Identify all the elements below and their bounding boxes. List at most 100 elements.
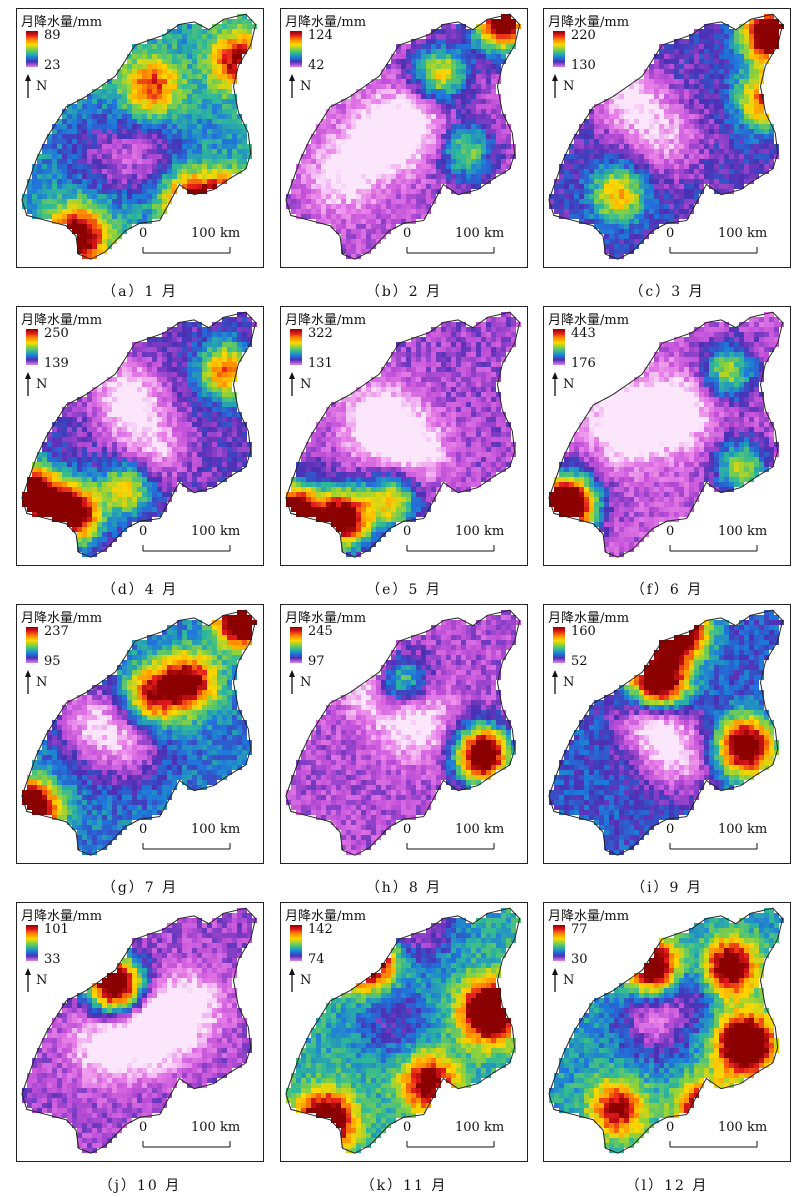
scale-distance-label: 100 km [191, 1120, 241, 1135]
scale-zero-label: 0 [666, 822, 675, 837]
scale-distance-label: 100 km [455, 226, 505, 241]
panel-caption: （h）8 月 [365, 880, 443, 896]
legend-min-value: 30 [571, 952, 588, 967]
precipitation-raster [21, 907, 257, 1154]
north-label: N [36, 377, 48, 392]
legend-colorbar [26, 31, 38, 67]
north-label: N [36, 79, 48, 94]
scale-zero-label: 0 [139, 226, 148, 241]
legend-min-value: 74 [308, 952, 325, 967]
panel-caption: （d）4 月 [101, 582, 179, 598]
north-arrow-icon [25, 670, 31, 694]
precipitation-raster [285, 609, 521, 856]
scale-bar-icon [669, 545, 758, 552]
region-boundary [548, 311, 784, 558]
scale-bar-icon [669, 1141, 758, 1148]
scale-distance-label: 100 km [191, 524, 241, 539]
scale-distance-label: 100 km [455, 524, 505, 539]
panel-caption: （f）6 月 [630, 582, 704, 598]
scale-bar-icon [142, 247, 231, 254]
legend-title: 月降水量/mm [548, 909, 630, 924]
region-boundary [21, 311, 257, 558]
map-frame: 月降水量/mm 142 74 N 0 100 km [280, 902, 528, 1162]
north-label: N [300, 377, 312, 392]
map-frame: 月降水量/mm 443 176 N 0 100 km [543, 306, 791, 566]
legend-colorbar [26, 329, 38, 365]
north-label: N [300, 973, 312, 988]
map-panel: 月降水量/mm 77 30 N 0 100 km （l）12 月 [543, 902, 791, 1194]
scale-distance-label: 100 km [718, 1120, 768, 1135]
region-boundary [21, 609, 257, 856]
precipitation-raster [548, 311, 784, 558]
map-panel: 月降水量/mm 89 23 N 0 100 km （a）1 月 [16, 8, 264, 300]
legend-title: 月降水量/mm [548, 611, 630, 626]
legend-min-value: 130 [571, 58, 596, 73]
legend-min-value: 42 [308, 58, 325, 73]
legend-title: 月降水量/mm [21, 15, 103, 30]
map-panel: 月降水量/mm 237 95 N 0 100 km （g）7 月 [16, 604, 264, 896]
scale-bar-icon [406, 247, 495, 254]
map-frame: 月降水量/mm 250 139 N 0 100 km [16, 306, 264, 566]
precipitation-raster [548, 609, 784, 856]
legend-colorbar [553, 925, 565, 961]
map-frame: 月降水量/mm 220 130 N 0 100 km [543, 8, 791, 268]
legend-min-value: 33 [44, 952, 61, 967]
legend-colorbar [290, 31, 302, 67]
legend-colorbar [553, 329, 565, 365]
panel-caption: （g）7 月 [101, 880, 179, 896]
map-panel: 月降水量/mm 245 97 N 0 100 km （h）8 月 [280, 604, 528, 896]
map-frame: 月降水量/mm 101 33 N 0 100 km [16, 902, 264, 1162]
north-arrow-icon [552, 372, 558, 396]
north-label: N [563, 377, 575, 392]
legend-title: 月降水量/mm [548, 313, 630, 328]
region-boundary [21, 907, 257, 1154]
legend-max-value: 77 [571, 922, 588, 937]
panel-caption: （i）9 月 [631, 880, 703, 896]
precipitation-raster [285, 13, 521, 260]
scale-zero-label: 0 [666, 226, 675, 241]
legend-min-value: 176 [571, 356, 596, 371]
scale-zero-label: 0 [139, 1120, 148, 1135]
scale-bar-icon [142, 545, 231, 552]
north-arrow-icon [289, 968, 295, 992]
north-label: N [300, 675, 312, 690]
north-label: N [300, 79, 312, 94]
scale-distance-label: 100 km [718, 524, 768, 539]
legend-max-value: 237 [44, 624, 69, 639]
legend-title: 月降水量/mm [21, 611, 103, 626]
map-frame: 月降水量/mm 237 95 N 0 100 km [16, 604, 264, 864]
precipitation-raster [285, 907, 521, 1154]
scale-bar-icon [142, 843, 231, 850]
scale-zero-label: 0 [666, 1120, 675, 1135]
map-frame: 月降水量/mm 77 30 N 0 100 km [543, 902, 791, 1162]
north-arrow-icon [552, 670, 558, 694]
scale-distance-label: 100 km [455, 822, 505, 837]
precipitation-raster [548, 13, 784, 260]
legend-max-value: 160 [571, 624, 596, 639]
north-arrow-icon [25, 372, 31, 396]
scale-zero-label: 0 [666, 524, 675, 539]
legend-min-value: 23 [44, 58, 61, 73]
legend-colorbar [26, 925, 38, 961]
panel-caption: （l）12 月 [625, 1178, 709, 1194]
scale-bar-icon [669, 247, 758, 254]
legend-max-value: 245 [308, 624, 333, 639]
precipitation-raster [21, 609, 257, 856]
legend-max-value: 220 [571, 28, 596, 43]
legend-title: 月降水量/mm [285, 909, 367, 924]
legend-colorbar [553, 31, 565, 67]
north-label: N [563, 675, 575, 690]
precipitation-raster [21, 311, 257, 558]
legend-colorbar [290, 627, 302, 663]
north-arrow-icon [25, 968, 31, 992]
legend-title: 月降水量/mm [285, 611, 367, 626]
legend-min-value: 52 [571, 654, 588, 669]
panel-caption: （k）11 月 [360, 1178, 448, 1194]
scale-bar-icon [669, 843, 758, 850]
map-frame: 月降水量/mm 322 131 N 0 100 km [280, 306, 528, 566]
legend-title: 月降水量/mm [21, 909, 103, 924]
map-frame: 月降水量/mm 124 42 N 0 100 km [280, 8, 528, 268]
region-boundary [548, 13, 784, 260]
scale-zero-label: 0 [403, 822, 412, 837]
north-arrow-icon [552, 968, 558, 992]
